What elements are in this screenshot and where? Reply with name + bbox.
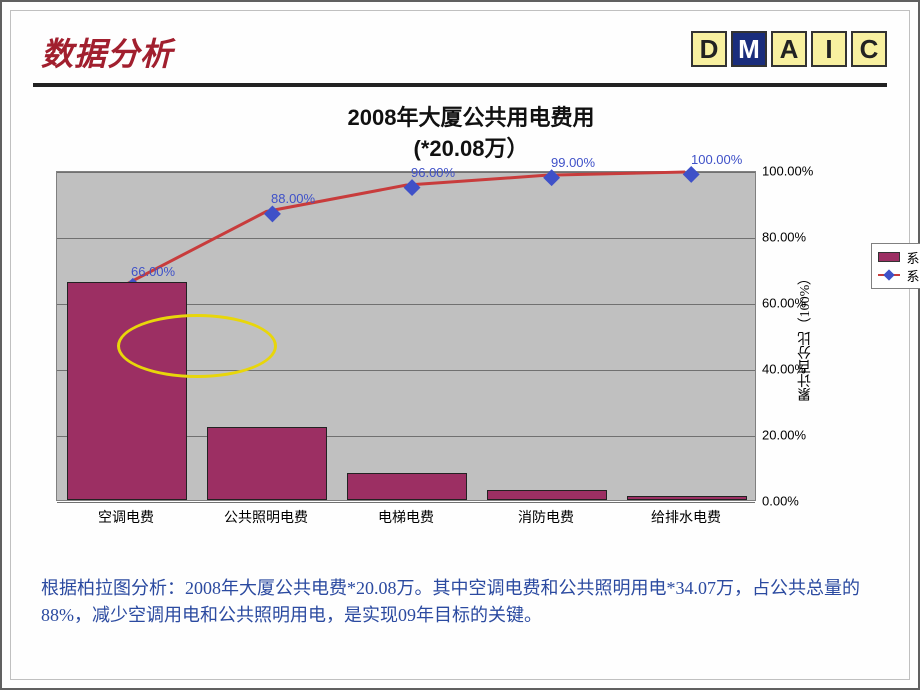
legend: 系列2 系列1 <box>871 243 920 289</box>
y2-axis-title: 累计百分比（100%） <box>796 270 816 401</box>
dmaic-i: I <box>811 31 847 67</box>
chart-title: 2008年大厦公共用电费用 (*20.08万） <box>56 103 886 165</box>
chart-title-line2: (*20.08万） <box>56 134 886 165</box>
cum-pct-label: 88.00% <box>271 191 315 206</box>
right-axis: 0.00%20.00%40.00%60.00%80.00%100.00%累计百分… <box>756 171 822 501</box>
x-category: 公共照明电费 <box>196 507 336 527</box>
page-title: 数据分析 <box>41 29 173 75</box>
x-category: 空调电费 <box>56 507 196 527</box>
x-category: 消防电费 <box>476 507 616 527</box>
legend-swatch-bar <box>878 252 900 262</box>
slide-frame: 数据分析 DMAIC 2008年大厦公共用电费用 (*20.08万） 66.00… <box>0 0 920 690</box>
gridline <box>57 502 755 503</box>
cum-pct-label: 96.00% <box>411 165 455 180</box>
bar <box>347 473 467 499</box>
cum-pct-label: 100.00% <box>691 152 742 167</box>
y2-tick-label: 20.00% <box>762 427 806 442</box>
y2-tick-label: 100.00% <box>762 163 813 178</box>
x-axis-categories: 空调电费公共照明电费电梯电费消防电费给排水电费 <box>56 507 756 527</box>
slide-inner: 数据分析 DMAIC 2008年大厦公共用电费用 (*20.08万） 66.00… <box>10 10 910 680</box>
chart-title-line1: 2008年大厦公共用电费用 <box>56 103 886 134</box>
x-category: 给排水电费 <box>616 507 756 527</box>
plot-region: 66.00%88.00%96.00%99.00%100.00% <box>56 171 756 501</box>
title-underline <box>33 83 887 87</box>
gridline <box>57 238 755 239</box>
y2-tick-label: 80.00% <box>762 229 806 244</box>
cum-pct-label: 66.00% <box>131 264 175 279</box>
x-category: 电梯电费 <box>336 507 476 527</box>
bar <box>627 496 747 499</box>
pareto-chart: 2008年大厦公共用电费用 (*20.08万） 66.00% 88.00% 96.0… <box>56 103 886 553</box>
bar <box>207 427 327 500</box>
dmaic-badge: DMAIC <box>691 31 887 67</box>
bar <box>67 282 187 500</box>
y2-tick-label: 0.00% <box>762 493 799 508</box>
legend-series-bar: 系列2 <box>878 248 920 266</box>
legend-label-line: 系列1 <box>906 266 920 285</box>
header: 数据分析 DMAIC <box>11 11 909 79</box>
cum-pct-label: 99.00% <box>551 155 595 170</box>
legend-swatch-line <box>878 274 900 276</box>
legend-series-line: 系列1 <box>878 266 920 284</box>
legend-label-bar: 系列2 <box>906 248 920 267</box>
chart-body: 66.00%88.00%96.00%99.00%100.00% 0.00%20.… <box>56 171 886 501</box>
dmaic-a: A <box>771 31 807 67</box>
analysis-text: 根据柏拉图分析：2008年大厦公共电费*20.08万。其中空调电费和公共照明用电… <box>41 575 879 629</box>
gridline <box>57 172 755 173</box>
dmaic-d: D <box>691 31 727 67</box>
dmaic-m: M <box>731 31 767 67</box>
dmaic-c: C <box>851 31 887 67</box>
bar <box>487 490 607 500</box>
